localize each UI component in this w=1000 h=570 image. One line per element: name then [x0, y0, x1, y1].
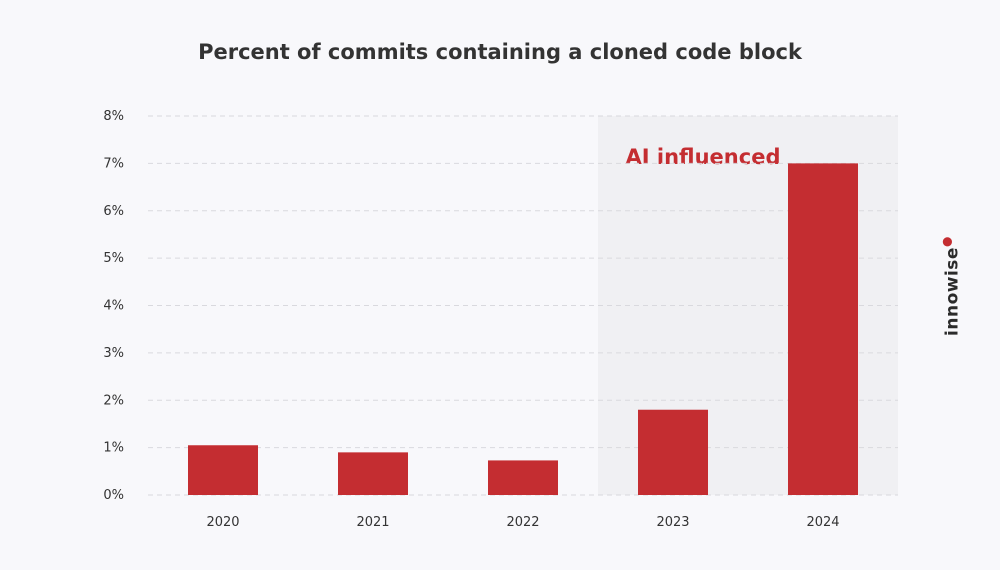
bar-2022 — [488, 460, 558, 495]
y-tick-label: 1% — [103, 441, 124, 456]
brand-name: innowise — [942, 247, 963, 336]
x-tick-label: 2021 — [356, 515, 389, 530]
brand-dot-icon: ● — [939, 236, 954, 248]
brand-logo: innowise● — [940, 236, 963, 336]
bar-2020 — [188, 445, 258, 495]
x-tick-label: 2024 — [806, 515, 839, 530]
y-tick-label: 2% — [103, 393, 124, 408]
x-tick-label: 2023 — [656, 515, 689, 530]
y-tick-label: 3% — [103, 346, 124, 361]
chart-title: Percent of commits containing a cloned c… — [198, 40, 802, 64]
bar-2024 — [788, 163, 858, 495]
y-tick-label: 7% — [103, 156, 124, 171]
x-tick-label: 2020 — [206, 515, 239, 530]
bar-2023 — [638, 409, 708, 495]
y-tick-label: 4% — [103, 299, 124, 314]
x-tick-label: 2022 — [506, 515, 539, 530]
y-tick-label: 6% — [103, 204, 124, 219]
y-tick-label: 5% — [103, 251, 124, 266]
y-tick-label: 8% — [103, 109, 124, 124]
y-tick-label: 0% — [103, 488, 124, 503]
bar-2021 — [338, 452, 408, 495]
highlight-label: AI influenced — [626, 145, 781, 169]
